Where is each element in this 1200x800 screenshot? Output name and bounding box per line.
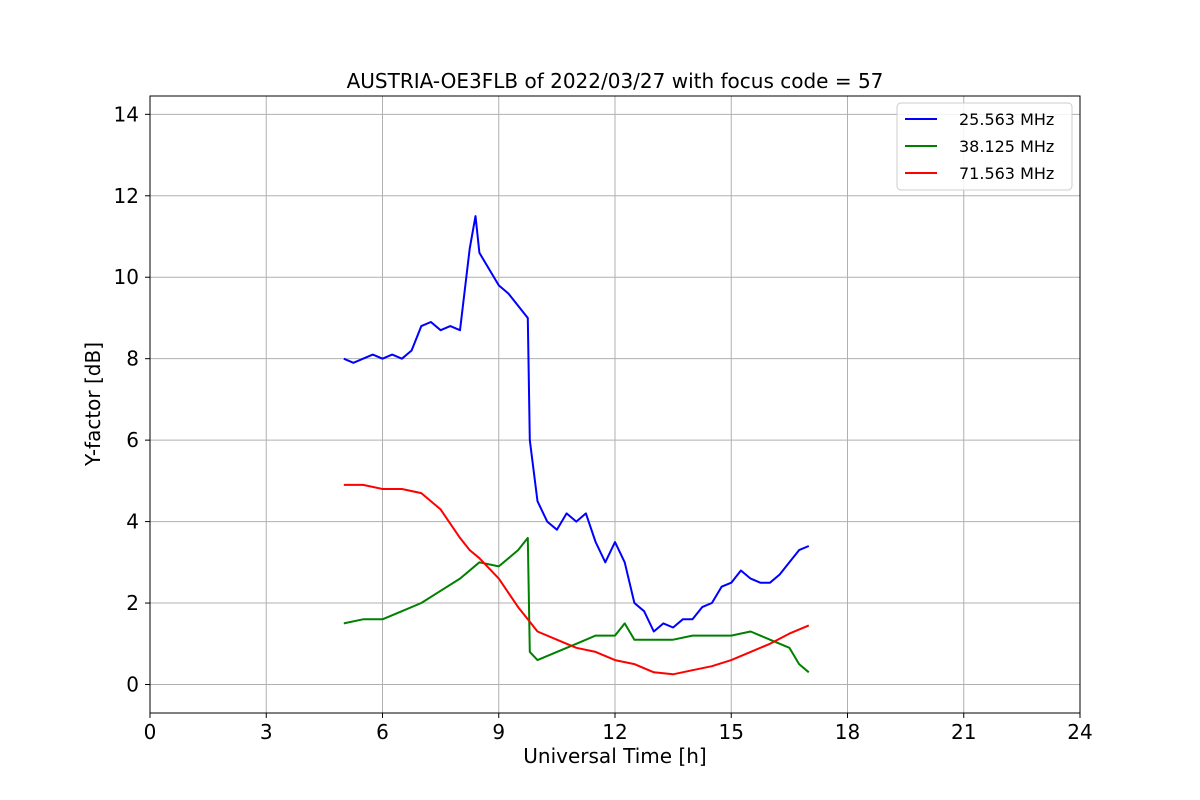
legend-label: 71.563 MHz xyxy=(959,164,1054,183)
y-tick-label: 8 xyxy=(126,347,139,371)
x-axis-label: Universal Time [h] xyxy=(523,744,706,768)
legend: 25.563 MHz 38.125 MHz 71.563 MHz xyxy=(896,102,1073,191)
y-axis-label: Y-factor [dB] xyxy=(81,342,105,467)
x-tick-label: 0 xyxy=(144,720,157,744)
chart-title: AUSTRIA-OE3FLB of 2022/03/27 with focus … xyxy=(347,69,884,93)
x-tick-label: 9 xyxy=(492,720,505,744)
series-layer xyxy=(343,215,810,676)
y-tick-label: 14 xyxy=(114,102,139,126)
y-tick-label: 4 xyxy=(126,510,139,534)
x-tick-label: 12 xyxy=(602,720,627,744)
y-tick-label: 10 xyxy=(114,265,139,289)
x-tick-label: 3 xyxy=(260,720,273,744)
x-tick-label: 21 xyxy=(951,720,976,744)
x-tick-label: 18 xyxy=(835,720,860,744)
y-tick-label: 0 xyxy=(126,672,139,696)
y-tick-label: 2 xyxy=(126,591,139,615)
legend-label: 25.563 MHz xyxy=(959,110,1054,129)
x-tick-label: 24 xyxy=(1067,720,1092,744)
legend-box xyxy=(896,102,1073,191)
y-tick-label: 12 xyxy=(114,184,139,208)
x-tick-label: 15 xyxy=(719,720,744,744)
legend-label: 38.125 MHz xyxy=(959,137,1054,156)
y-tick-label: 6 xyxy=(126,428,139,452)
series-line-1 xyxy=(343,215,810,633)
series-line-2 xyxy=(343,536,810,674)
x-tick-label: 6 xyxy=(376,720,389,744)
series-line-3 xyxy=(343,483,810,676)
